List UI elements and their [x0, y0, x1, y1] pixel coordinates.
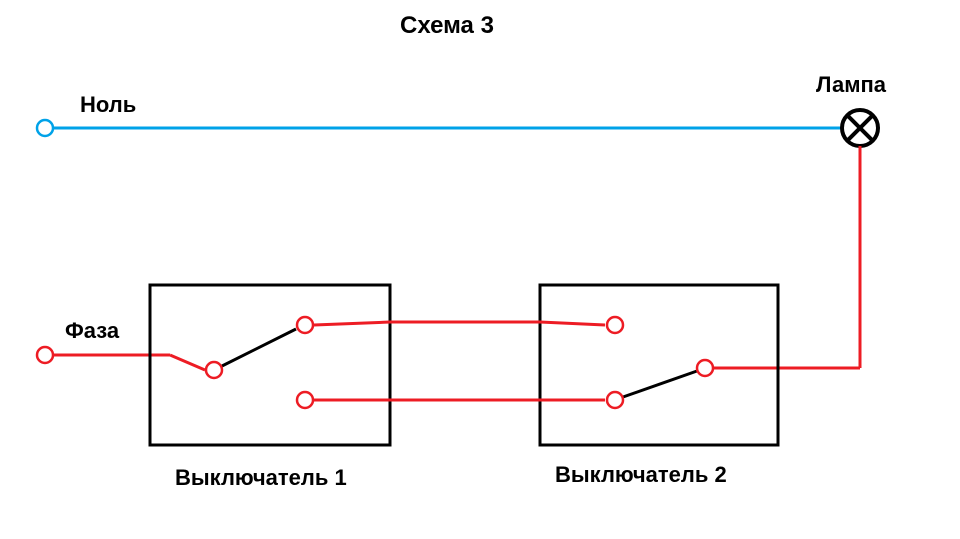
circuit-diagram: Схема 3 Ноль Лампа Фаза Выключатель 1 Вы… — [0, 0, 960, 539]
neutral-label: Ноль — [80, 92, 136, 118]
switch1-arm — [222, 329, 296, 366]
lamp-label: Лампа — [816, 72, 886, 98]
title-label: Схема 3 — [400, 12, 494, 40]
switch1-common-terminal — [206, 362, 222, 378]
switch1-label: Выключатель 1 — [175, 465, 347, 491]
switch2-top-terminal — [607, 317, 623, 333]
switch1-bottom-terminal — [297, 392, 313, 408]
phase-label: Фаза — [65, 318, 119, 344]
switch2-arm — [623, 371, 697, 397]
switch2-label: Выключатель 2 — [555, 462, 727, 488]
phase-input-to-common — [170, 355, 205, 370]
traveler-top-in2 — [540, 322, 605, 325]
phase-input-terminal — [37, 347, 53, 363]
switch1-top-terminal — [297, 317, 313, 333]
switch2-bottom-terminal — [607, 392, 623, 408]
switch1-box — [150, 285, 390, 445]
traveler-top-out1 — [314, 322, 390, 325]
lamp-symbol — [842, 110, 878, 146]
switch2-common-terminal — [697, 360, 713, 376]
neutral-terminal — [37, 120, 53, 136]
switch2-box — [540, 285, 778, 445]
